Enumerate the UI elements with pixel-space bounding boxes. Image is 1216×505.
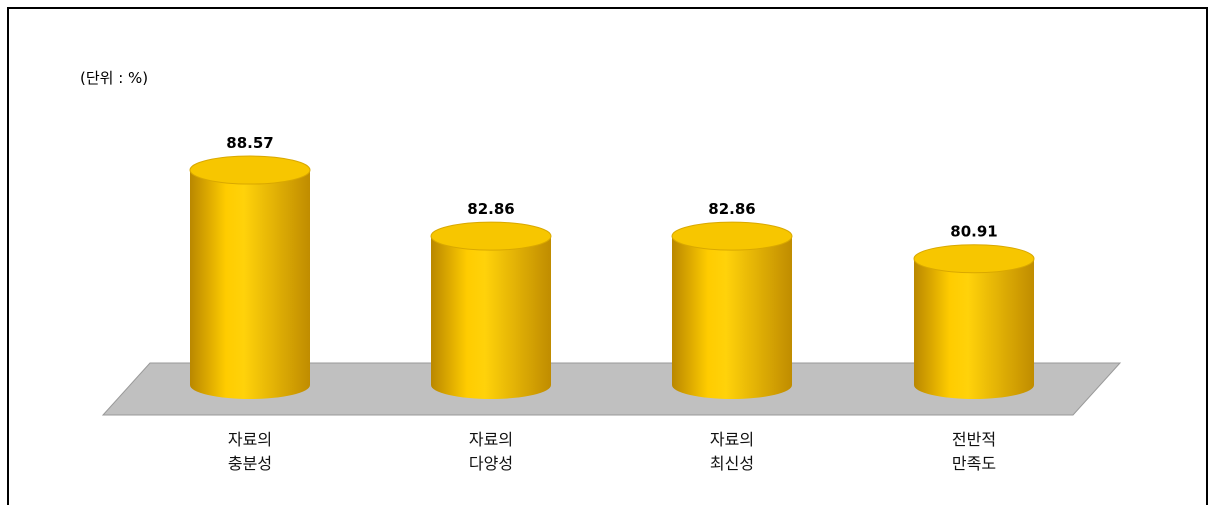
x-tick-label: 전반적 만족도 [951,430,997,473]
bar [671,221,793,399]
bar [430,221,552,399]
x-tick-label: 자료의 최신성 [709,430,755,473]
value-label: 88.57 [226,134,273,152]
bar-body [672,236,792,399]
floor [101,362,1122,416]
unit-label: (단위 : %) [80,69,148,87]
bar-top [430,221,552,251]
bar-top [671,221,793,251]
bar-top [913,244,1035,274]
x-tick-label: 자료의 충분성 [227,430,273,473]
bar-body [914,258,1034,399]
x-tick-label: 자료의 다양성 [468,430,514,473]
value-label: 82.86 [708,200,755,218]
bar-body [190,170,310,399]
bar-top [189,155,311,185]
value-label: 80.91 [950,223,997,241]
bar [913,244,1035,399]
bar [189,155,311,399]
value-label: 82.86 [467,200,514,218]
frame [7,7,1208,505]
bar-body [431,236,551,399]
